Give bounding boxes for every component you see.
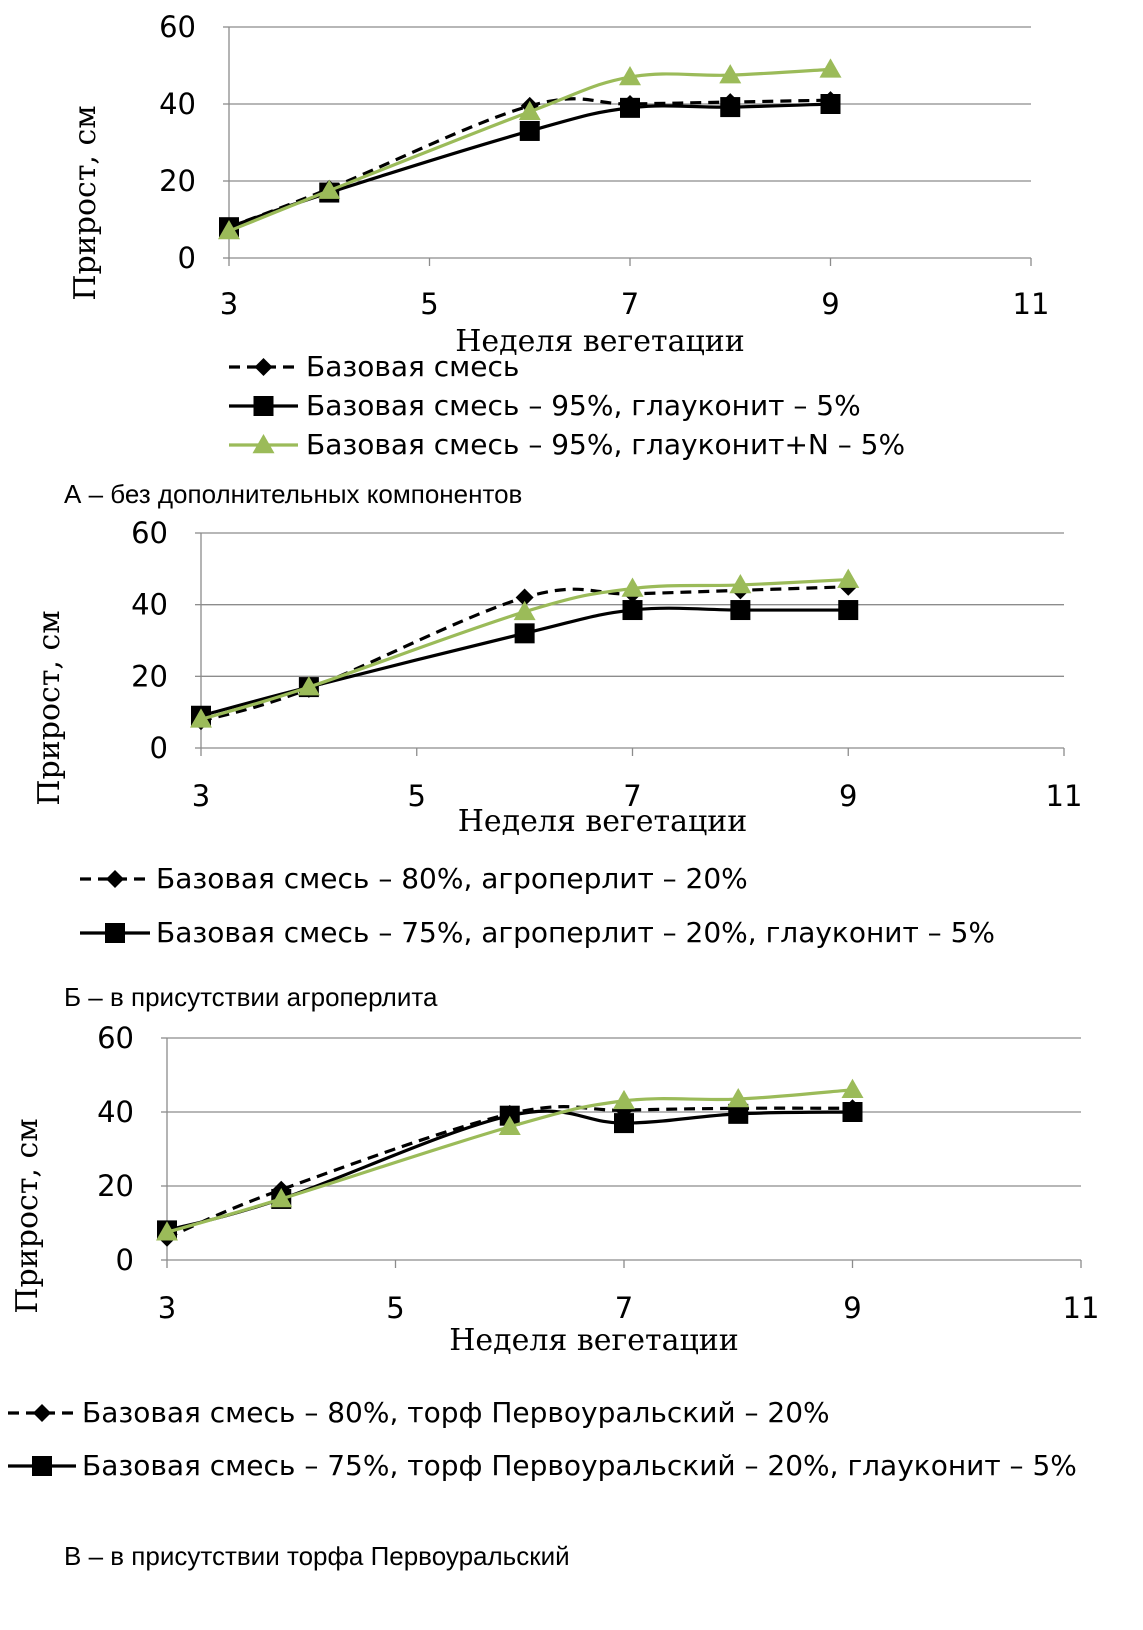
chart-2: 0 20 40 60 3 5 7 9 11 Неделя вегетации Прирост, см…	[32, 516, 1082, 1012]
chart-caption: А – без дополнительных компонентов	[64, 479, 522, 509]
square-marker	[838, 600, 859, 621]
legend-entry: Базовая смесь – 80%, агроперлит – 20%	[156, 862, 748, 895]
square-marker	[105, 923, 125, 943]
x-axis-title: Неделя вегетации	[455, 324, 745, 359]
chart-3: 0 20 40 60 3 5 7 9 11 Неделя вегетации Прирост, см…	[8, 1021, 1099, 1571]
triangle-marker	[498, 1115, 521, 1136]
square-marker	[728, 1103, 749, 1124]
legend-entry: Базовая смесь – 80%, торф Первоуральский…	[82, 1396, 830, 1429]
x-tick-label: 9	[839, 779, 857, 813]
legend-entry: Базовая смесь – 75%, агроперлит – 20%, г…	[156, 916, 995, 949]
x-axis-title: Неделя вегетации	[449, 1323, 739, 1358]
chart-caption: Б – в присутствии агроперлита	[64, 982, 438, 1012]
triangle-marker	[318, 179, 341, 199]
y-tick-label: 60	[159, 10, 196, 44]
legend: Базовая смесь Базовая смесь – 95%, глауко…	[229, 350, 905, 461]
square-marker	[730, 600, 751, 621]
x-tick-label: 9	[843, 1291, 861, 1325]
triangle-marker	[619, 66, 641, 86]
x-tick-label: 3	[192, 779, 210, 813]
y-axis-title: Прирост, см	[10, 1118, 45, 1313]
triangle-marker	[613, 1089, 635, 1110]
triangle-marker	[819, 58, 842, 78]
series-3	[218, 58, 842, 240]
series-3	[190, 568, 860, 728]
y-axis-title: Прирост, см	[32, 610, 67, 805]
legend: Базовая смесь – 80%, торф Первоуральский…	[8, 1396, 1077, 1482]
triangle-marker	[218, 220, 240, 240]
y-tick-label: 0	[150, 731, 168, 765]
y-tick-label: 20	[97, 1169, 134, 1203]
diamond-marker	[515, 588, 534, 607]
x-tick-label: 7	[621, 287, 639, 321]
chart-caption: В – в присутствии торфа Первоуральский	[64, 1541, 570, 1571]
triangle-marker	[270, 1187, 293, 1208]
triangle-marker	[729, 573, 752, 594]
triangle-marker	[719, 64, 742, 84]
legend-entry: Базовая смесь – 95%, глауконит+N – 5%	[306, 428, 905, 461]
square-marker	[514, 623, 535, 644]
square-marker	[620, 97, 640, 118]
x-tick-label: 3	[158, 1291, 176, 1325]
chart-1: 0 20 40 60 3 5 7 9 11 Неделя вегетации Прирост, см…	[64, 10, 1049, 509]
x-tick-label: 7	[623, 779, 641, 813]
y-tick-label: 40	[97, 1095, 134, 1129]
square-marker	[720, 97, 741, 118]
y-tick-label: 40	[131, 588, 168, 622]
square-marker	[842, 1102, 863, 1122]
diamond-marker	[106, 870, 124, 888]
x-axis-title: Неделя вегетации	[458, 804, 748, 839]
x-tick-label: 11	[1013, 287, 1050, 321]
square-marker	[32, 1456, 52, 1476]
y-tick-label: 20	[159, 164, 196, 198]
x-tick-label: 3	[220, 287, 238, 321]
y-tick-label: 0	[178, 241, 196, 275]
square-marker	[519, 120, 540, 141]
x-tick-label: 11	[1063, 1291, 1100, 1325]
y-tick-label: 20	[131, 659, 168, 693]
y-tick-label: 60	[97, 1021, 134, 1055]
x-tick-label: 9	[821, 287, 839, 321]
triangle-marker	[727, 1088, 750, 1108]
triangle-marker	[156, 1221, 178, 1241]
triangle-marker	[621, 577, 644, 597]
triangle-marker	[518, 100, 541, 120]
square-marker	[614, 1113, 634, 1134]
y-axis-title: Прирост, см	[68, 105, 103, 300]
series-1	[192, 577, 858, 731]
diamond-marker	[33, 1404, 51, 1422]
square-marker	[622, 600, 643, 621]
x-tick-label: 5	[386, 1291, 404, 1325]
legend-entry: Базовая смесь	[306, 350, 519, 383]
x-tick-label: 5	[420, 287, 438, 321]
x-tick-label: 7	[615, 1291, 633, 1325]
series-line	[228, 67, 831, 233]
y-tick-label: 60	[131, 516, 168, 550]
diamond-marker	[254, 358, 273, 376]
legend-entry: Базовая смесь – 95%, глауконит – 5%	[306, 389, 861, 422]
triangle-marker	[190, 708, 212, 728]
series-3	[156, 1078, 864, 1241]
triangle-marker	[297, 676, 320, 696]
x-tick-label: 5	[408, 779, 426, 813]
legend-entry: Базовая смесь – 75%, торф Первоуральский…	[82, 1449, 1077, 1482]
triangle-marker	[252, 434, 275, 454]
y-tick-label: 0	[116, 1243, 134, 1277]
legend: Базовая смесь – 80%, агроперлит – 20% Баз…	[80, 862, 995, 949]
square-marker	[253, 396, 274, 416]
x-tick-label: 11	[1046, 779, 1083, 813]
square-marker	[820, 94, 841, 114]
triangle-marker	[513, 600, 536, 621]
triangle-marker	[841, 1078, 864, 1099]
triangle-marker	[837, 568, 860, 588]
square-marker	[499, 1105, 520, 1126]
y-tick-label: 40	[159, 87, 196, 121]
